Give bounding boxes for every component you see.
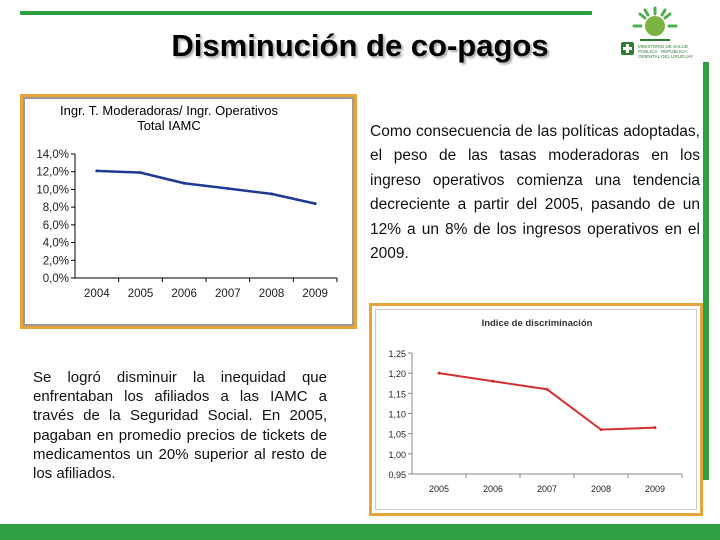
slide-title: Disminución de co-pagos [171,28,549,63]
x-tick-label: 2004 [84,288,110,300]
y-tick-label: 12,0% [36,167,69,179]
x-tick-label: 2008 [591,484,611,494]
data-point [226,187,230,191]
x-tick-label: 2007 [537,484,557,494]
chart1-inner-frame [23,97,354,326]
series-line [96,169,316,205]
data-point [599,428,603,432]
x-tick-label: 2008 [259,288,285,300]
x-tick-label: 2005 [128,288,154,300]
data-point [653,426,657,430]
right-accent-bar [703,62,709,480]
x-tick-label: 2006 [171,288,197,300]
data-point [313,202,317,206]
chart-title: Ingr. T. Moderadoras/ Ingr. Operativos To… [60,103,278,133]
logo-text: MINISTERIO DE SALUD PÚBLICA · REPÚBLICA … [638,44,694,59]
top-accent-line [20,11,592,15]
y-tick-label: 0,0% [43,273,69,285]
data-point [545,387,549,391]
data-point [182,181,186,185]
paragraph-left: Se logró disminuir la inequidad que enfr… [33,369,327,483]
series-line [438,372,656,431]
chart2-svg: Indice de discriminación 1,25 1,20 1,15 1,10… [388,318,683,494]
y-tick-label: 1,15 [388,389,406,399]
y-tick-label: 10,0% [36,184,69,196]
copayment-ratio-chart: Ingr. T. Moderadoras/ Ingr. Operativos To… [20,94,357,329]
data-point [270,192,273,196]
y-tick-label: 1,25 [388,349,406,359]
y-tick-label: 14,0% [36,149,69,161]
y-tick-label: 0,95 [388,470,406,480]
y-tick-label: 4,0% [43,238,69,250]
chart2-inner-frame [375,309,697,510]
paragraph-right: Como consecuencia de las políticas adopt… [370,123,700,263]
chart-title: Indice de discriminación [482,318,593,329]
ministry-logo: MINISTERIO DE SALUD PÚBLICA · REPÚBLICA … [618,4,708,62]
y-tick-label: 1,05 [388,430,406,440]
discrimination-index-chart: Indice de discriminación 1,25 1,20 1,15 1,10… [369,303,703,516]
bottom-accent-bar [0,524,720,540]
x-tick-label: 2006 [483,484,503,494]
sun-emblem-icon [632,6,678,41]
health-cross-icon [621,42,634,55]
x-tick-label: 2007 [215,288,241,300]
chart1-svg: Ingr. T. Moderadoras/ Ingr. Operativos To… [36,103,338,300]
data-point [437,371,441,375]
x-tick-label: 2005 [429,484,449,494]
y-tick-label: 1,10 [388,410,406,420]
y-tick-label: 2,0% [43,255,69,267]
y-tick-label: 8,0% [43,202,69,214]
y-tick-label: 1,20 [388,369,406,379]
data-point [95,169,99,173]
x-tick-label: 2009 [645,484,665,494]
data-point [491,379,495,383]
x-tick-label: 2009 [302,288,328,300]
y-tick-label: 6,0% [43,220,69,232]
data-point [139,171,142,175]
y-tick-label: 1,00 [388,450,406,460]
